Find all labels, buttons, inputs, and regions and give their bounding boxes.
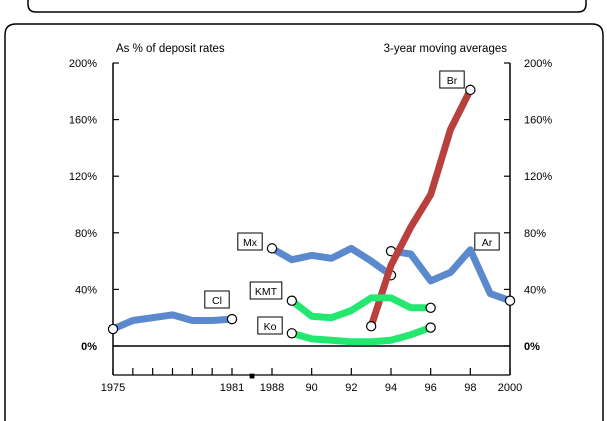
series-label-box xyxy=(204,290,230,309)
series-line-kmt xyxy=(288,294,435,322)
y-tick-label-left: 40% xyxy=(75,284,97,296)
x-tick-label: 90 xyxy=(306,382,318,394)
x-tick-label: 1981 xyxy=(220,382,244,394)
y-tick-label-left: 80% xyxy=(75,228,97,240)
y-tick-label-right: 80% xyxy=(524,228,546,240)
series-label-kmt: KMT xyxy=(249,281,283,300)
x-tick-label: 2000 xyxy=(498,382,522,394)
y-tick-label-left: 160% xyxy=(69,115,97,127)
right-note: 3-year moving averages xyxy=(384,43,508,55)
series-layer xyxy=(107,84,516,346)
endpoint-marker xyxy=(465,84,476,96)
endpoint-marker xyxy=(286,295,298,306)
series-label-text: Ar xyxy=(482,237,493,249)
panel-border xyxy=(4,23,604,421)
series-label-ar: Ar xyxy=(474,232,500,251)
left-note: As % of deposit rates xyxy=(116,43,225,55)
y-tick-label-left: 200% xyxy=(69,58,97,70)
endpoint-marker xyxy=(286,328,298,339)
endpoint-marker xyxy=(504,295,516,306)
series-label-box xyxy=(249,281,283,300)
series-labels: Cl Mx Ar Br KMT Ko xyxy=(204,70,500,335)
x-tick-label: 92 xyxy=(345,382,357,394)
x-tick-label: 1975 xyxy=(101,382,125,394)
series-label-mx: Mx xyxy=(237,232,263,251)
x-tick-label: 96 xyxy=(425,382,437,394)
y-tick-label-right: 40% xyxy=(524,284,546,296)
series-label-box xyxy=(474,232,500,251)
x-tick-label: 94 xyxy=(385,382,397,394)
axes: 0% 0% 40% 40% 80% 80% 120% 120% 160% 160% 200% 200%… xyxy=(69,58,552,394)
x-tick-label: 1988 xyxy=(260,382,284,394)
endpoint-marker xyxy=(365,320,377,332)
series-label-box xyxy=(237,232,263,251)
y-tick-label-left: 0% xyxy=(81,341,97,353)
series-line-mx xyxy=(268,244,395,279)
y-tick-label-right: 120% xyxy=(524,171,552,183)
top-panel-edge xyxy=(27,0,587,13)
y-tick-label-left: 120% xyxy=(69,171,97,183)
series-label-text: Cl xyxy=(212,295,222,307)
series-label-text: Br xyxy=(447,75,458,87)
series-label-br: Br xyxy=(439,70,465,89)
endpoint-marker xyxy=(425,302,436,313)
y-tick-label-right: 200% xyxy=(524,58,552,70)
series-line-ko xyxy=(288,324,435,346)
endpoint-marker xyxy=(425,322,436,333)
series-line-cl xyxy=(109,311,236,333)
x-tick-label: 98 xyxy=(464,382,476,394)
axis-break-marker: ■ xyxy=(249,371,255,382)
endpoint-marker xyxy=(226,313,238,325)
y-tick-label-right: 160% xyxy=(524,115,552,127)
series-label-cl: Cl xyxy=(204,290,230,309)
series-line-ar xyxy=(387,246,514,305)
endpoint-marker xyxy=(107,323,119,335)
y-tick-label-right: 0% xyxy=(524,341,540,353)
series-line-br xyxy=(367,86,474,330)
series-label-box xyxy=(439,70,465,89)
endpoint-marker xyxy=(266,243,278,254)
series-label-text: Mx xyxy=(243,237,258,249)
series-label-box xyxy=(257,316,283,335)
series-label-ko: Ko xyxy=(257,316,283,335)
series-label-text: Ko xyxy=(264,321,277,333)
series-label-text: KMT xyxy=(255,286,278,298)
